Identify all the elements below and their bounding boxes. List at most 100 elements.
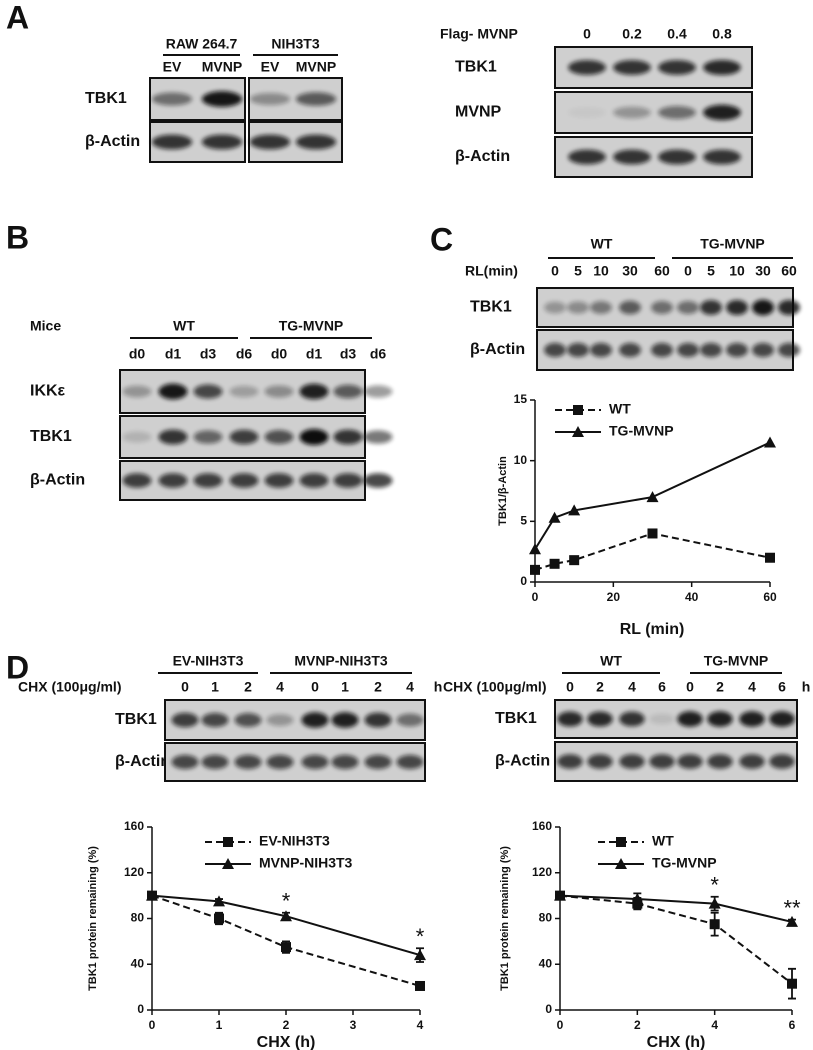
lane-label: 30	[755, 263, 771, 279]
marker	[787, 978, 797, 989]
lane-label: 2	[716, 679, 724, 695]
y-tick-label: 160	[532, 819, 552, 833]
blot-band	[778, 299, 800, 316]
lane-label: 0	[684, 263, 692, 279]
lane-unit: h	[802, 679, 811, 695]
y-tick-label: 80	[131, 911, 145, 925]
lane-label: 0	[566, 679, 574, 695]
blot-band	[658, 149, 696, 165]
y-tick-label: 0	[520, 574, 527, 588]
blot-band	[769, 711, 795, 727]
series-line	[151, 894, 421, 957]
legend-marker	[615, 858, 627, 869]
group-label: TG-MVNP	[704, 653, 769, 669]
legend-label: TG-MVNP	[609, 423, 674, 439]
blot-band	[229, 429, 259, 445]
panel-letter: D	[6, 649, 29, 685]
panel-letter: B	[6, 219, 29, 255]
blot-band	[778, 342, 800, 358]
y-tick-label: 160	[124, 819, 144, 833]
lane-label: 0	[551, 263, 559, 279]
legend-marker	[572, 426, 584, 437]
blot-band	[587, 754, 613, 769]
lane-label: 0.4	[667, 26, 687, 42]
marker	[214, 913, 224, 924]
y-axis-label: TBK1 protein remaining (%)	[87, 846, 99, 991]
blot-band	[677, 711, 703, 727]
blot-band	[613, 60, 651, 75]
blot-band	[229, 473, 259, 488]
blot-band	[619, 754, 645, 769]
x-tick-label: 60	[763, 590, 777, 604]
group-label: TG-MVNP	[279, 318, 344, 334]
lane-label: 0.2	[622, 26, 642, 42]
x-tick-label: 6	[789, 1018, 796, 1032]
marker	[529, 543, 541, 555]
y-tick-label: 120	[532, 865, 552, 879]
row-label: TBK1	[85, 90, 127, 107]
y-tick-label: 80	[539, 911, 553, 925]
blot-band	[658, 106, 696, 119]
marker	[569, 555, 580, 566]
row-label: β-Actin	[85, 133, 140, 150]
blot-band	[649, 713, 675, 725]
blot-band	[567, 301, 589, 314]
lane-label: 1	[341, 679, 349, 695]
lane-label: 4	[748, 679, 756, 695]
group-label: WT	[600, 653, 622, 669]
row-label: IKKε	[30, 383, 66, 400]
row-label: β-Actin	[30, 472, 85, 489]
blot-band	[158, 429, 188, 445]
x-axis-label: CHX (h)	[647, 1034, 706, 1050]
lane-label: 0	[583, 26, 591, 42]
blot-band	[703, 149, 741, 165]
legend-marker	[616, 837, 626, 847]
blot-band	[201, 134, 243, 150]
lane-label: d6	[370, 346, 387, 362]
row-label: β-Actin	[115, 753, 170, 770]
blot-band	[229, 385, 259, 398]
blot-band	[544, 301, 566, 314]
blot-band	[151, 134, 193, 150]
row-label: β-Actin	[455, 148, 510, 165]
lane-label: EV	[261, 59, 280, 75]
row-label: β-Actin	[470, 341, 525, 358]
lane-label: 0	[686, 679, 694, 695]
blot-band	[193, 430, 223, 444]
blot-band	[299, 473, 329, 488]
series-line	[534, 532, 771, 571]
x-tick-label: 20	[607, 590, 621, 604]
blot-band	[363, 430, 393, 444]
blot-band	[295, 92, 337, 106]
lane-label: MVNP	[296, 59, 336, 75]
blot-band	[301, 754, 329, 770]
x-tick-label: 1	[216, 1018, 223, 1032]
blot-band	[557, 754, 583, 769]
group-label: TG-MVNP	[700, 236, 765, 252]
blot-band	[201, 754, 229, 770]
lane-label: 60	[654, 263, 670, 279]
blot-band	[658, 60, 696, 75]
x-tick-label: 3	[350, 1018, 357, 1032]
blot-band	[703, 59, 741, 76]
blot-band	[568, 149, 606, 165]
marker	[549, 558, 560, 569]
blot-band	[201, 91, 243, 107]
panel-letter: A	[6, 0, 29, 35]
marker	[415, 980, 425, 991]
x-tick-label: 4	[711, 1018, 718, 1032]
y-tick-label: 0	[545, 1002, 552, 1016]
blot-band	[726, 342, 748, 358]
x-tick-label: 0	[532, 590, 539, 604]
blot-band	[266, 754, 294, 770]
y-axis-label: TBK1/β-Actin	[497, 456, 509, 526]
row-label: TBK1	[30, 428, 72, 445]
y-tick-label: 15	[514, 392, 528, 406]
blot-band	[331, 712, 359, 728]
blot-band	[769, 754, 795, 769]
y-tick-label: 10	[514, 453, 528, 467]
blot-band	[171, 754, 199, 770]
lane-label: d3	[200, 346, 217, 362]
lane-label: 4	[628, 679, 636, 695]
marker	[786, 915, 798, 927]
